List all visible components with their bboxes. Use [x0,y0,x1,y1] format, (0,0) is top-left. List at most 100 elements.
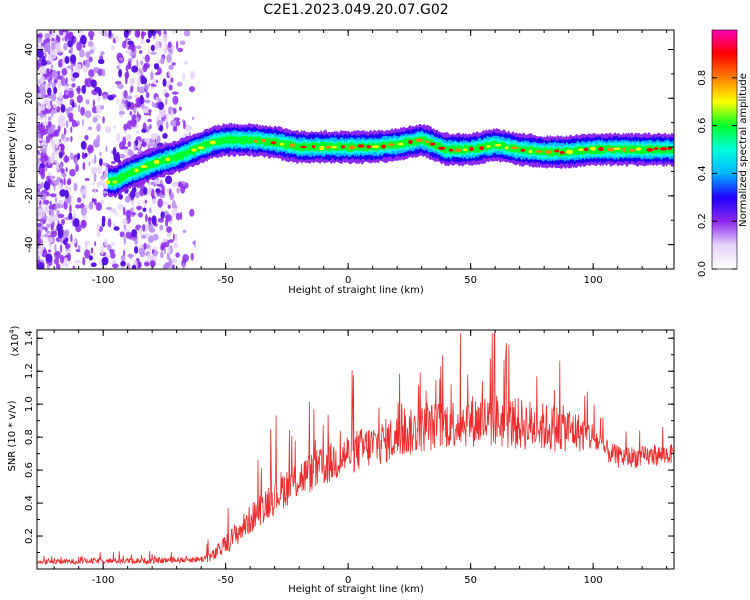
spectral-speckle [137,77,142,87]
spectral-speckle [100,199,105,205]
spectral-peak [319,145,325,151]
spectral-speckle [58,60,63,68]
spectral-speckle [76,85,81,95]
spectral-speckle [84,177,90,181]
spectral-peak [528,149,533,154]
spectral-speckle [64,243,71,249]
spectral-speckle [56,162,59,169]
spectral-speckle [147,253,152,260]
spectral-speckle [71,35,75,42]
spectral-speckle [104,238,108,247]
spectral-speckle [173,242,179,249]
spectral-speckle [46,223,50,228]
spectral-speckle [58,92,63,100]
spectral-speckle [62,76,65,86]
x-tick-label: 0 [345,275,351,286]
spectral-peak [598,146,604,152]
spectral-speckle [160,211,165,219]
spectral-speckle [96,224,101,231]
y-tick-label: 1.0 [24,396,35,412]
spectral-speckle [90,79,97,88]
spectral-speckle [58,44,61,54]
spectral-speckle [177,182,184,188]
spectral-speckle [150,51,157,55]
spectral-peak [233,137,238,142]
spectral-speckle [139,188,145,197]
spectral-speckle [65,248,68,256]
spectral-peak [479,146,484,151]
spectral-speckle [85,51,91,59]
spectral-speckle [56,70,61,76]
spectral-speckle [165,175,173,185]
spectral-speckle [167,246,171,255]
spectral-speckle [165,112,168,120]
spectral-speckle [155,40,160,50]
spectral-speckle [185,124,192,132]
spectral-speckle [106,244,112,251]
spectral-speckle [134,102,141,108]
spectral-speckle [58,151,63,159]
spectral-peak [635,147,642,151]
spectral-speckle [96,231,101,238]
spectral-peak [191,148,197,152]
spectral-peak [584,147,589,152]
spectral-speckle [58,30,64,36]
spectral-speckle [172,95,179,105]
spectral-speckle [146,244,150,249]
spectral-speckle [60,168,65,174]
y-tick-label: 1.4 [24,330,35,346]
spectral-speckle [52,50,59,54]
spectral-speckle [81,151,85,159]
spectral-speckle [118,103,125,111]
spectral-peak [372,145,380,148]
spectral-speckle [182,262,186,269]
x-tick-label: 100 [584,275,603,286]
spectral-speckle [139,70,144,75]
spectral-peak [653,147,659,150]
colorbar-label: Normalized spectral amplitude [738,73,749,227]
spectral-peak [486,145,491,148]
spectral-speckle [134,246,139,254]
y-tick-label: 20 [24,92,35,105]
spectral-speckle [147,143,151,150]
spectral-speckle [48,204,55,210]
y-tick-label: -20 [24,188,35,204]
spectral-speckle [59,254,65,264]
spectral-speckle [125,95,133,100]
spectral-speckle [40,233,44,242]
spectral-speckle [189,126,193,130]
spectral-speckle [68,212,73,220]
spectral-speckle [126,101,131,108]
spectral-speckle [85,78,93,88]
y-tick-label: -40 [24,236,35,252]
spectral-peak [520,148,526,152]
snr-y-axis: 0.2 0.4 0.6 0.8 1.0 1.2 1.4 [24,330,674,554]
spectral-speckle [37,214,43,220]
y-tick-label: 0.2 [24,528,35,544]
spectral-speckle [75,123,79,127]
spectral-speckle [105,126,112,134]
spectral-speckle [148,216,152,226]
spectral-speckle [51,42,55,52]
spectral-speckle [108,30,112,38]
spectral-speckle [120,255,126,262]
spectral-speckle [37,223,42,227]
spectral-speckle [73,218,80,228]
spectral-speckle [52,214,60,222]
spectral-speckle [72,72,80,79]
spectral-speckle [130,207,134,213]
spectral-peak [607,147,615,152]
spectral-peak [424,140,430,143]
spectral-speckle [50,225,54,231]
snr-x-axis: -100 -50 0 50 100 [53,330,668,586]
spectral-peak [408,140,413,144]
spectral-speckle [63,83,70,87]
spectral-speckle [137,202,140,206]
spectral-speckle [111,242,115,247]
spectral-speckle [156,30,160,34]
spectral-speckle [159,224,164,231]
spectral-speckle [157,101,164,111]
spectral-speckle [141,128,147,133]
spectral-speckle [144,261,150,267]
